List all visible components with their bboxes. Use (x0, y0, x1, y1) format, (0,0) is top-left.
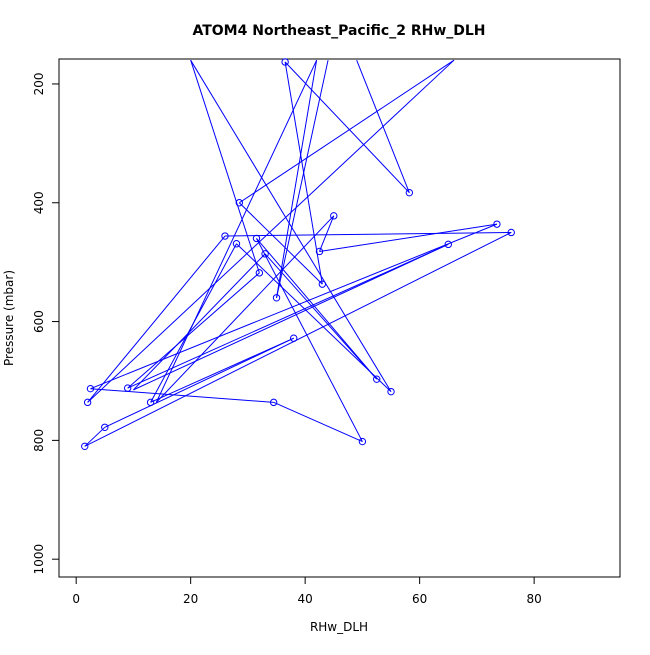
data-point (507, 228, 515, 237)
data-point (221, 232, 229, 240)
series-points (81, 58, 515, 451)
data-point (358, 437, 367, 446)
series-segment (90, 388, 274, 403)
data-point (405, 188, 414, 197)
x-axis: 0 20 40 60 80 (72, 576, 542, 606)
series-segment (319, 223, 497, 252)
series-segment (225, 231, 512, 237)
data-point (493, 220, 501, 228)
data-point (81, 442, 89, 451)
series-segment (273, 401, 363, 443)
y-axis: 200 400 600 800 1000 (32, 72, 60, 575)
series-segment (256, 238, 363, 442)
data-point (261, 250, 269, 258)
series-segment (276, 60, 329, 298)
series-segment (190, 59, 392, 392)
data-point (318, 280, 327, 288)
y-tick-label: 600 (32, 310, 46, 333)
series-segment (276, 60, 318, 298)
series-segment (150, 337, 294, 403)
data-point (83, 398, 92, 407)
series-segment (238, 202, 323, 285)
data-point (444, 240, 452, 249)
series-segment (264, 253, 378, 380)
series-segment (127, 272, 260, 389)
data-point (146, 398, 155, 407)
x-tick-label: 60 (412, 592, 427, 606)
y-tick-label: 400 (32, 191, 46, 214)
data-point (290, 334, 298, 342)
series-segment (87, 235, 226, 403)
x-tick-label: 40 (298, 592, 313, 606)
data-point (123, 384, 132, 392)
data-point (86, 384, 95, 393)
x-tick-label: 80 (526, 592, 541, 606)
x-tick-label: 0 (72, 592, 80, 606)
data-point (269, 398, 278, 407)
series-segment (319, 215, 335, 252)
series-segment (190, 60, 260, 274)
series-segment (127, 243, 449, 389)
series-segment (104, 337, 294, 428)
chart-title: ATOM4 Northeast_Pacific_2 RHw_DLH (192, 23, 485, 39)
data-point (252, 234, 261, 243)
data-point (373, 375, 381, 383)
y-tick-label: 1000 (32, 544, 46, 575)
series-segment (239, 59, 455, 204)
series-segment (84, 426, 106, 447)
series-segment (155, 215, 335, 403)
data-point (272, 294, 281, 302)
data-point (281, 58, 289, 66)
data-point (232, 240, 241, 248)
x-axis-label: RHw_DLH (310, 620, 368, 634)
series-segment (133, 253, 266, 391)
data-point (330, 212, 338, 220)
data-point (387, 387, 395, 396)
series-segment (84, 232, 512, 447)
y-tick-label: 800 (32, 429, 46, 452)
data-point (235, 199, 244, 207)
series-segment (155, 59, 318, 403)
series-lines (84, 59, 512, 447)
series-segment (256, 238, 378, 380)
y-axis-label: Pressure (mbar) (2, 270, 16, 366)
data-point (255, 269, 264, 277)
series-segment (90, 223, 498, 390)
data-point (315, 247, 324, 256)
y-tick-label: 200 (32, 72, 46, 95)
series-segment (133, 243, 449, 391)
series-segment (87, 59, 455, 403)
data-point (101, 423, 109, 432)
plot-area (81, 58, 515, 451)
x-tick-label: 20 (183, 592, 198, 606)
